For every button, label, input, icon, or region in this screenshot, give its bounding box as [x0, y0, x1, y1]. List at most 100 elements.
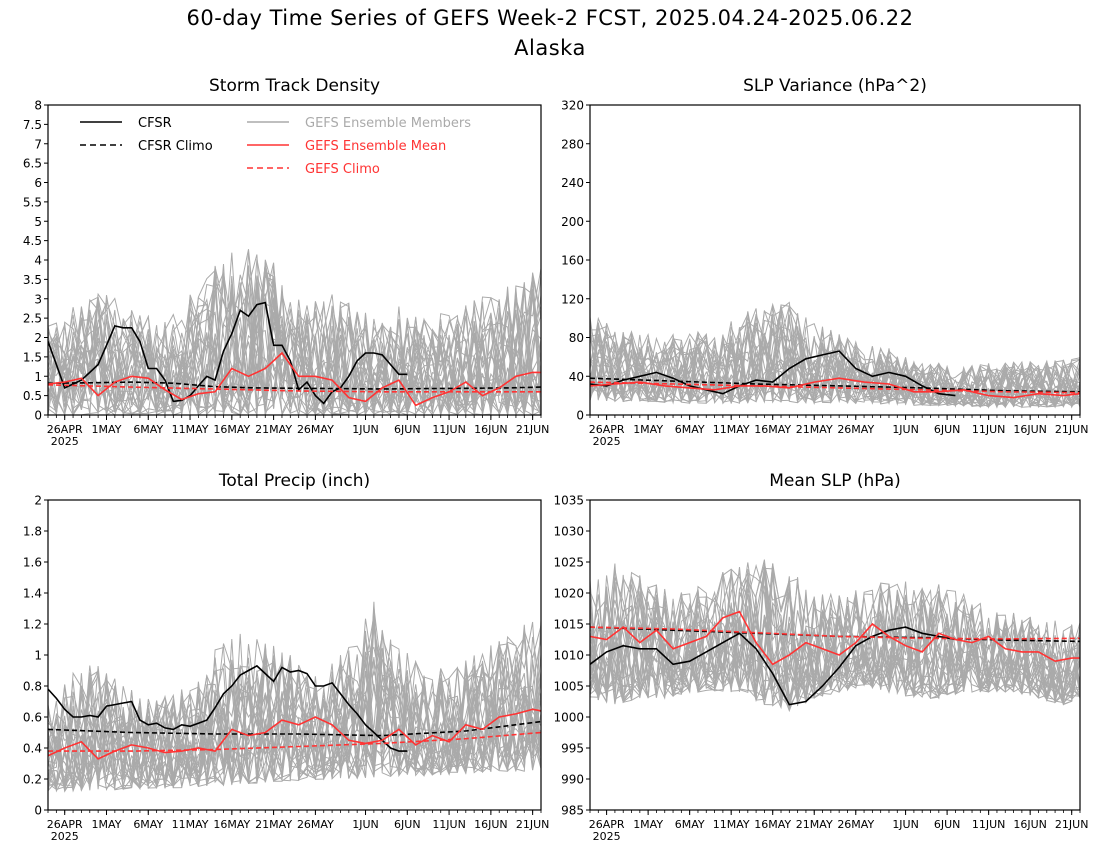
- y-tick-label: 0: [34, 409, 42, 423]
- x-tick-label: 6MAY: [675, 818, 705, 831]
- y-tick-label: 4: [34, 254, 42, 268]
- x-tick-label: 16JUN: [1013, 818, 1047, 831]
- y-tick-label: 0: [34, 804, 42, 818]
- y-tick-label: 1.4: [23, 587, 42, 601]
- x-tick-label: 1JUN: [352, 423, 379, 436]
- panel-mslp: Mean SLP (hPa) 985 990 995 1000 1005 1010 1015 1…: [553, 471, 1088, 843]
- y-tick-label: 40: [569, 370, 584, 384]
- x-tick-label: 6MAY: [133, 818, 163, 831]
- y-tick-label: 5.5: [23, 195, 42, 209]
- y-tick-label: 0.6: [23, 711, 42, 725]
- x-tick-label: 6MAY: [133, 423, 163, 436]
- y-tick-label: 0: [576, 409, 584, 423]
- x-tick-label: 1MAY: [92, 423, 122, 436]
- y-tick-label: 1000: [553, 711, 584, 725]
- x-year-label: 2025: [593, 435, 621, 448]
- gefs-ensemble-mean-line: [590, 377, 1080, 399]
- ensemble-member-line: [48, 276, 541, 415]
- x-tick-label: 1MAY: [633, 818, 663, 831]
- x-tick-label: 16JUN: [474, 423, 508, 436]
- legend-label: CFSR: [138, 116, 172, 131]
- x-tick-label: 6JUN: [934, 818, 961, 831]
- y-tick-label: 1.8: [23, 525, 42, 539]
- y-tick-label: 1: [34, 649, 42, 663]
- x-tick-label: 26MAY: [837, 818, 874, 831]
- gefs-climo-line: [590, 626, 1080, 640]
- x-tick-label: 1MAY: [633, 423, 663, 436]
- ensemble-member-line: [48, 276, 541, 415]
- panel-slp_var: SLP Variance (hPa^2) 0 40 80 120 160 200 240 280…: [561, 76, 1088, 448]
- cfsr-line: [48, 301, 408, 405]
- x-tick-label: 26MAY: [297, 818, 334, 831]
- ensemble-member-line: [48, 630, 541, 791]
- plot-area: [590, 301, 1080, 409]
- gefs-ensemble-mean-line: [48, 351, 541, 407]
- plot-area: [590, 559, 1080, 713]
- ensemble-member-line: [48, 262, 541, 415]
- cfsr-climo-line: [590, 377, 1080, 393]
- x-tick-label: 26APR: [589, 423, 625, 436]
- ensemble-member-line: [590, 575, 1080, 701]
- x-tick-label: 21MAY: [255, 423, 292, 436]
- x-tick-label: 1JUN: [892, 423, 919, 436]
- cfsr-line: [48, 664, 408, 752]
- x-tick-label: 16MAY: [754, 423, 791, 436]
- y-tick-label: 1030: [553, 525, 584, 539]
- cfsr-climo-line: [48, 720, 541, 737]
- y-tick-label: 280: [561, 137, 584, 151]
- x-tick-label: 11MAY: [172, 423, 209, 436]
- gefs-climo-line: [48, 384, 541, 393]
- y-tick-label: 4.5: [23, 234, 42, 248]
- ensemble-member-line: [590, 323, 1080, 408]
- cfsr-climo-line: [48, 381, 541, 390]
- y-tick-label: 0.8: [23, 680, 42, 694]
- figure-title: 60-day Time Series of GEFS Week-2 FCST, …: [186, 6, 914, 30]
- x-tick-label: 21MAY: [796, 423, 833, 436]
- x-tick-label: 26MAY: [837, 423, 874, 436]
- y-tick-label: 1005: [553, 680, 584, 694]
- x-tick-label: 11MAY: [172, 818, 209, 831]
- x-tick-label: 1JUN: [892, 818, 919, 831]
- y-tick-label: 1020: [553, 587, 584, 601]
- y-tick-label: 1.2: [23, 618, 42, 632]
- ensemble-member-line: [48, 270, 541, 415]
- y-tick-label: 160: [561, 254, 584, 268]
- x-year-label: 2025: [51, 435, 79, 448]
- x-tick-label: 11JUN: [972, 818, 1006, 831]
- y-tick-label: 120: [561, 292, 584, 306]
- y-tick-label: 0.5: [23, 389, 42, 403]
- y-tick-label: 1035: [553, 494, 584, 508]
- x-tick-label: 26APR: [47, 423, 83, 436]
- x-tick-label: 1JUN: [352, 818, 379, 831]
- panel-title: SLP Variance (hPa^2): [743, 76, 927, 96]
- x-tick-label: 6MAY: [675, 423, 705, 436]
- x-tick-label: 26APR: [589, 818, 625, 831]
- ensemble-member-line: [590, 566, 1080, 707]
- ensemble-member-line: [48, 636, 541, 792]
- gefs-climo-line: [48, 731, 541, 752]
- ensemble-member-line: [590, 304, 1080, 408]
- y-tick-label: 995: [561, 742, 584, 756]
- panel-title: Total Precip (inch): [218, 471, 370, 491]
- x-year-label: 2025: [593, 830, 621, 843]
- y-tick-label: 200: [561, 215, 584, 229]
- plot-area: [48, 601, 541, 793]
- y-tick-label: 3: [34, 292, 42, 306]
- cfsr-line: [590, 626, 956, 706]
- y-tick-label: 1015: [553, 618, 584, 632]
- gefs-climo-line: [590, 381, 1080, 394]
- x-tick-label: 16MAY: [754, 818, 791, 831]
- y-tick-label: 1010: [553, 649, 584, 663]
- y-tick-label: 2: [34, 331, 42, 345]
- x-tick-label: 11JUN: [972, 423, 1006, 436]
- x-tick-label: 16JUN: [474, 818, 508, 831]
- x-tick-label: 16JUN: [1013, 423, 1047, 436]
- y-tick-label: 0.2: [23, 773, 42, 787]
- panel-storm: Storm Track Density 0 0.5 1 1.5 2 2.5 3 3.5 4 4.5 5…: [23, 76, 550, 448]
- x-tick-label: 26MAY: [297, 423, 334, 436]
- ensemble-member-line: [590, 316, 1080, 407]
- cfsr-line: [590, 350, 956, 397]
- ensemble-member-line: [48, 275, 541, 415]
- x-tick-label: 6JUN: [394, 423, 421, 436]
